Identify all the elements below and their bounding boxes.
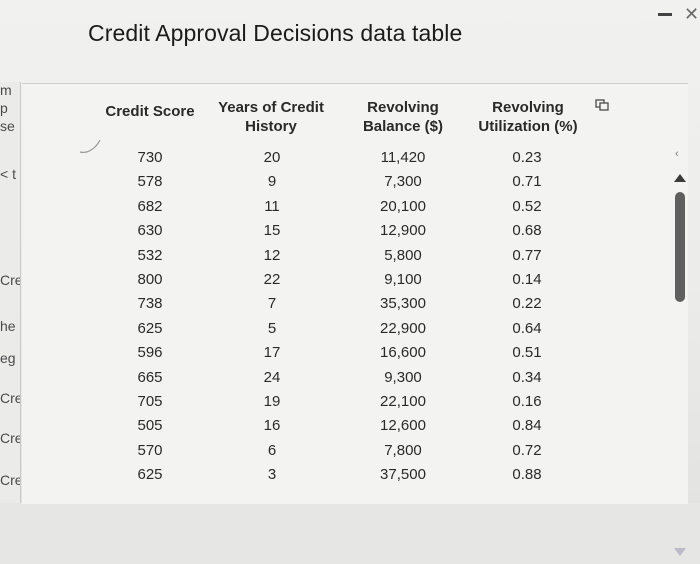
close-icon[interactable]: ✕ xyxy=(684,4,700,24)
background-text-fragment: m xyxy=(0,82,12,98)
window-controls: ✕ xyxy=(650,4,700,26)
cell-revolving-utilization: 0.34 xyxy=(512,368,542,386)
cell-revolving-balance: 9,300 xyxy=(384,368,422,386)
header-credit-score: Credit Score xyxy=(105,103,195,120)
cell-credit-score: 625 xyxy=(137,319,163,337)
cell-revolving-utilization: 0.14 xyxy=(512,270,542,288)
cell-credit-score: 800 xyxy=(137,270,163,288)
cell-revolving-balance: 35,300 xyxy=(380,295,426,313)
header-revolving-utilization: Revolving Utilization (%) xyxy=(478,99,578,135)
cell-years-history: 11 xyxy=(264,197,280,215)
background-text-fragment: Cre xyxy=(0,430,21,446)
scrollbar-thumb[interactable] xyxy=(675,192,685,302)
cell-credit-score: 596 xyxy=(137,344,163,362)
minimize-icon[interactable] xyxy=(658,13,672,16)
background-window-strip: m p se < t Cre he eg Cre Cre Cre xyxy=(0,82,21,503)
background-text-fragment: Cre xyxy=(0,390,21,406)
edge-marker-icon: ‹ xyxy=(675,148,679,160)
cell-credit-score: 738 xyxy=(137,295,163,313)
cell-revolving-utilization: 0.88 xyxy=(512,466,542,484)
header-years-history: Years of Credit History xyxy=(218,99,324,135)
cell-revolving-utilization: 0.64 xyxy=(512,319,542,337)
dialog-title: Credit Approval Decisions data table xyxy=(88,20,463,46)
cell-revolving-balance: 7,800 xyxy=(384,441,422,459)
cell-revolving-utilization: 0.51 xyxy=(512,344,542,362)
cell-years-history: 19 xyxy=(263,392,281,410)
cell-revolving-utilization: 0.77 xyxy=(512,246,542,264)
cell-revolving-balance: 7,300 xyxy=(384,173,422,191)
cell-credit-score: 682 xyxy=(137,197,163,215)
arrow-up-icon[interactable] xyxy=(674,174,686,182)
vertical-scrollbar[interactable] xyxy=(670,174,690,564)
cell-years-history: 3 xyxy=(267,466,277,484)
background-text-fragment: se xyxy=(0,118,15,134)
cell-revolving-utilization: 0.23 xyxy=(512,149,542,166)
cell-credit-score: 532 xyxy=(137,246,163,264)
cell-years-history: 6 xyxy=(267,441,277,459)
cell-credit-score: 665 xyxy=(137,368,163,386)
cell-years-history: 12 xyxy=(263,246,281,264)
cell-years-history: 24 xyxy=(263,368,281,386)
cell-years-history: 16 xyxy=(263,417,281,435)
cell-revolving-balance: 11,420 xyxy=(380,149,426,166)
annotation-mark xyxy=(79,139,101,153)
cell-credit-score: 570 xyxy=(137,441,163,459)
cell-revolving-balance: 22,100 xyxy=(380,392,426,410)
cell-revolving-balance: 9,100 xyxy=(384,270,422,288)
cell-credit-score: 730 xyxy=(137,149,163,166)
header-revolving-balance: Revolving Balance ($) xyxy=(362,99,444,135)
cell-years-history: 9 xyxy=(267,173,277,191)
cell-years-history: 17 xyxy=(263,344,281,362)
cell-credit-score: 705 xyxy=(137,392,163,410)
cell-revolving-utilization: 0.22 xyxy=(512,295,542,313)
cell-years-history: 22 xyxy=(263,270,281,288)
cell-revolving-balance: 22,900 xyxy=(380,319,426,337)
background-text-fragment: Cre xyxy=(0,472,21,488)
cell-revolving-utilization: 0.72 xyxy=(512,441,542,459)
cell-years-history: 20 xyxy=(263,149,281,166)
cell-revolving-balance: 20,100 xyxy=(380,197,426,215)
cell-credit-score: 625 xyxy=(137,466,163,484)
cell-revolving-utilization: 0.84 xyxy=(512,417,542,435)
cell-revolving-balance: 12,900 xyxy=(380,222,426,240)
data-table-panel: Credit Score Years of Credit History Rev… xyxy=(22,83,688,556)
cell-credit-score: 630 xyxy=(137,222,163,240)
background-text-fragment: Cre xyxy=(0,272,21,288)
cell-revolving-utilization: 0.68 xyxy=(512,222,542,240)
background-text-fragment: he xyxy=(0,318,16,334)
cell-revolving-utilization: 0.52 xyxy=(512,197,542,215)
cell-credit-score: 505 xyxy=(137,417,163,435)
cell-revolving-utilization: 0.71 xyxy=(512,173,542,191)
background-text-fragment: p xyxy=(0,100,8,116)
cell-revolving-utilization: 0.16 xyxy=(512,392,542,410)
arrow-down-icon[interactable] xyxy=(674,548,686,556)
cell-revolving-balance: 5,800 xyxy=(384,246,422,264)
cell-years-history: 5 xyxy=(267,319,277,337)
cell-years-history: 7 xyxy=(267,295,277,313)
cell-credit-score: 578 xyxy=(137,173,163,191)
cell-years-history: 15 xyxy=(263,222,281,240)
cell-revolving-balance: 16,600 xyxy=(380,344,426,362)
cell-revolving-balance: 37,500 xyxy=(380,466,426,484)
background-text-fragment: eg xyxy=(0,350,16,366)
background-text-fragment: < t xyxy=(0,166,16,182)
copy-icon[interactable] xyxy=(595,99,609,111)
cell-revolving-balance: 12,600 xyxy=(380,417,426,435)
